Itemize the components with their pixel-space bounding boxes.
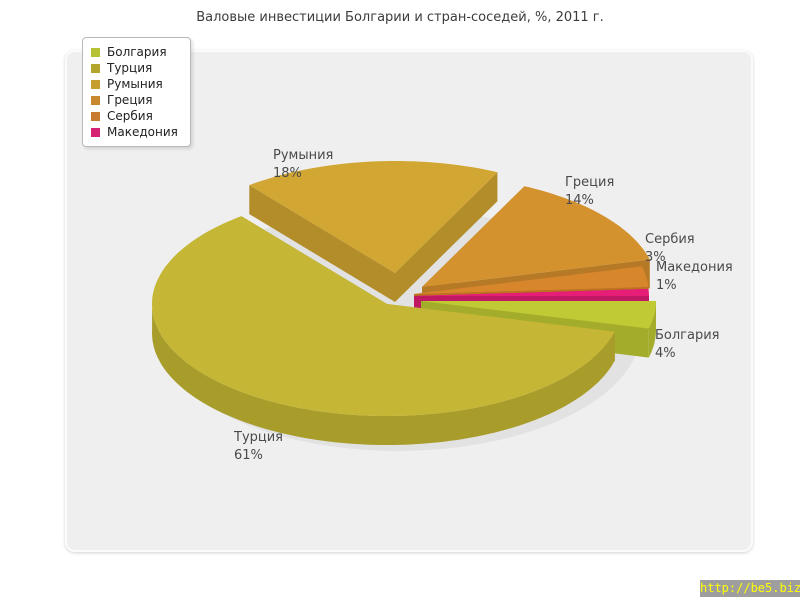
pie-slice-5[interactable] [414,289,649,296]
pie-slice-0[interactable] [421,301,656,329]
slice-label-bulgaria: Болгария 4% [655,328,720,361]
legend-swatch-icon [91,79,100,89]
legend-item-serbia: Сербия [91,108,178,124]
slice-label-turkey: Турция 61% [234,430,284,463]
slice-label-romania: Румыния 18% [273,148,334,181]
legend-item-macedonia: Македония [91,124,178,140]
legend-item-turkey: Турция [91,60,178,76]
legend: Болгария Турция Румыния Греция Сербия Ма… [82,37,191,147]
legend-label: Сербия [107,109,153,123]
pie-slice-3[interactable] [422,186,650,287]
legend-label: Греция [107,93,153,107]
watermark-link[interactable]: http://be5.biz/ [700,580,800,597]
pie-slice-2[interactable] [249,161,498,273]
legend-swatch-icon [91,95,100,105]
slice-label-serbia: Сербия 3% [645,232,695,265]
legend-item-bulgaria: Болгария [91,44,178,60]
legend-label: Болгария [107,45,167,59]
pie-slice-4[interactable] [414,266,649,294]
slice-label-greece: Греция 14% [565,175,615,208]
legend-label: Македония [107,125,178,139]
legend-swatch-icon [91,111,100,121]
legend-swatch-icon [91,63,100,73]
legend-swatch-icon [91,47,100,57]
chart-title: Валовые инвестиции Болгарии и стран-сосе… [196,10,604,25]
slice-label-macedonia: Македония 1% [656,260,733,293]
pie-slice-1[interactable] [152,216,615,416]
legend-label: Румыния [107,77,163,91]
legend-label: Турция [107,61,153,75]
legend-item-romania: Румыния [91,76,178,92]
legend-item-greece: Греция [91,92,178,108]
legend-swatch-icon [91,127,100,137]
